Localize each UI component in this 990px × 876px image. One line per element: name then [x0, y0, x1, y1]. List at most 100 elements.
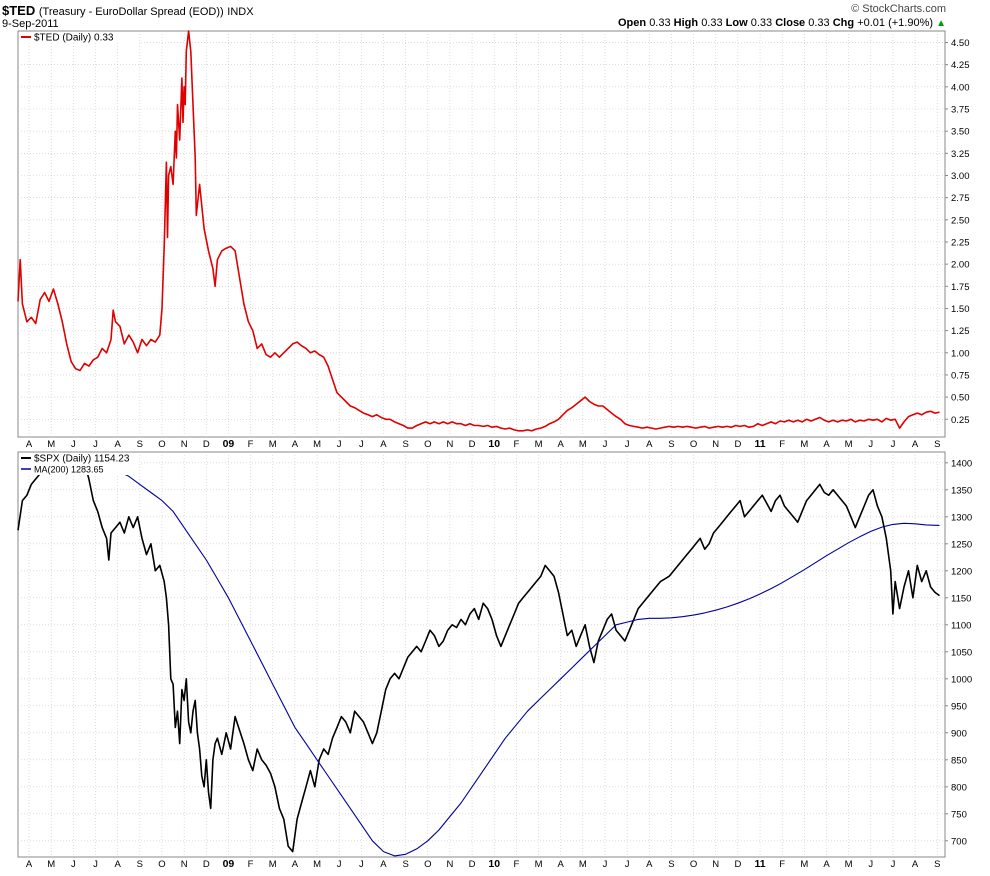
ted-y-tick-label: 3.25: [951, 149, 970, 160]
ted-legend-label: $TED (Daily) 0.33: [34, 33, 114, 44]
ted-x-tick-label: N: [712, 439, 719, 450]
ted-x-tick-label: D: [203, 439, 210, 450]
ted-panel: 4.50 4.25 4.00 3.75 3.50 3.25 3.00 2.75 2.50 2.25…: [17, 30, 970, 450]
ted-x-tick-label: J: [625, 439, 630, 450]
open-label: Open: [618, 17, 647, 29]
spx-x-tick-label: O: [690, 859, 697, 870]
brand-label: © StockCharts.com: [851, 3, 946, 15]
exchange: INDX: [227, 6, 254, 18]
close-value: 0.33: [808, 17, 830, 29]
ted-x-tick-label: J: [891, 439, 896, 450]
ted-y-tick-label: 3.00: [951, 171, 970, 182]
spx-legend-bg: [19, 453, 139, 475]
ted-y-tick-label: 4.00: [951, 82, 970, 93]
ted-y-tick-label: 1.50: [951, 304, 970, 315]
chart-title: $TED (Treasury - EuroDollar Spread (EOD)…: [2, 3, 254, 18]
ted-y-tick-label: 0.50: [951, 393, 970, 404]
spx-x-tick-label: A: [380, 859, 387, 870]
spx-x-tick-label: M: [579, 859, 587, 870]
spx-y-tick-label: 1000: [951, 674, 972, 685]
spx-x-tick-label: J: [337, 859, 342, 870]
ted-y-tick-label: 1.00: [951, 348, 970, 359]
ted-y-tick-label: 1.75: [951, 282, 970, 293]
spx-x-tick-label: J: [625, 859, 630, 870]
ted-y-tick-label: 4.25: [951, 60, 970, 71]
spx-x-tick-label: N: [446, 859, 453, 870]
spx-x-tick-label: 09: [223, 858, 235, 870]
spx-x-tick-label: N: [712, 859, 719, 870]
spx-y-tick-label: 1150: [951, 593, 971, 604]
ted-x-tick-label: O: [158, 439, 165, 450]
open-value: 0.33: [649, 17, 671, 29]
ted-y-tick-label: 2.75: [951, 193, 970, 204]
spx-x-tick-label: J: [603, 859, 608, 870]
spx-x-tick-label: J: [891, 859, 896, 870]
spx-x-tick-label: M: [269, 859, 277, 870]
close-label: Close: [775, 17, 806, 29]
ted-x-tick-label: M: [579, 439, 587, 450]
spx-x-tick-label: S: [668, 859, 674, 870]
spx-y-tick-label: 900: [951, 728, 967, 739]
chg-label: Chg: [832, 17, 855, 29]
ted-legend-bg: [19, 32, 139, 43]
spx-x-tick-label: F: [779, 859, 785, 870]
spx-y-tick-label: 1100: [951, 620, 971, 631]
ted-x-tick-label: M: [47, 439, 55, 450]
high-label: High: [673, 17, 699, 29]
spx-y-tick-label: 1200: [951, 566, 972, 577]
spx-plot-frame: [17, 451, 946, 858]
ted-x-tick-label: O: [690, 439, 697, 450]
spx-x-tick-label: O: [424, 859, 431, 870]
symbol: $TED: [2, 3, 36, 18]
symbol-description: (Treasury - EuroDollar Spread (EOD)): [38, 6, 224, 18]
up-arrow-icon: ▲: [936, 18, 946, 29]
spx-x-tick-label: 11: [754, 858, 765, 870]
spx-y-tick-label: 700: [951, 836, 967, 847]
ted-legend: $TED (Daily) 0.33: [19, 32, 139, 44]
ted-y-tick-label: 2.50: [951, 215, 970, 226]
ted-y-tick-label: 1.25: [951, 326, 970, 337]
spx-x-tick-label: S: [934, 859, 940, 870]
spx-x-tick-label: 10: [488, 858, 500, 870]
spx-x-tick-label: S: [402, 859, 408, 870]
spx-series-line-ma200: [97, 462, 940, 857]
low-value: 0.33: [750, 17, 773, 29]
ted-x-tick-label: A: [646, 439, 653, 450]
high-value: 0.33: [701, 17, 723, 29]
chg-value: +0.01 (+1.90%): [857, 17, 934, 29]
spx-x-tick-label: M: [47, 859, 55, 870]
ted-x-tick-label: A: [26, 439, 33, 450]
ted-x-tick-label: S: [934, 439, 940, 450]
spx-x-tick-label: A: [115, 859, 122, 870]
ted-x-tick-label: J: [359, 439, 364, 450]
spx-y-tick-label: 1400: [951, 458, 972, 469]
spx-x-tick-label: M: [800, 859, 808, 870]
spx-y-tick-label: 1350: [951, 485, 972, 496]
spx-x-tick-label: M: [535, 859, 543, 870]
low-label: Low: [725, 17, 748, 29]
spx-y-tick-label: 850: [951, 755, 967, 766]
ted-x-tick-label: A: [292, 439, 299, 450]
ted-x-tick-label: D: [469, 439, 476, 450]
ted-x-tick-label: M: [313, 439, 321, 450]
ted-y-tick-label: 0.75: [951, 370, 970, 381]
ohlc-readout: Open 0.33 High 0.33 Low 0.33 Close 0.33 …: [618, 17, 946, 29]
spx-x-tick-label: D: [469, 859, 476, 870]
ted-x-tick-label: M: [269, 439, 277, 450]
spx-y-tick-label: 950: [951, 701, 967, 712]
spx-x-tick-label: F: [248, 859, 254, 870]
chart-header: $TED (Treasury - EuroDollar Spread (EOD)…: [0, 0, 990, 30]
spx-series-line-spx: [17, 456, 940, 853]
spx-legend-ma-label: MA(200) 1283.65: [34, 465, 104, 475]
ted-y-tick-label: 3.75: [951, 105, 970, 116]
spx-x-tick-label: D: [734, 859, 741, 870]
ted-y-tick-label: 4.50: [951, 38, 970, 49]
spx-x-tick-label: M: [313, 859, 321, 870]
spx-x-tick-label: M: [845, 859, 853, 870]
ted-x-tick-label: 10: [488, 438, 500, 450]
spx-x-tick-label: O: [158, 859, 165, 870]
ted-x-tick-label: 11: [754, 438, 765, 450]
spx-x-tick-label: A: [558, 859, 565, 870]
spx-legend-label: $SPX (Daily) 1154.23: [34, 454, 130, 465]
spx-x-tick-label: J: [71, 859, 76, 870]
